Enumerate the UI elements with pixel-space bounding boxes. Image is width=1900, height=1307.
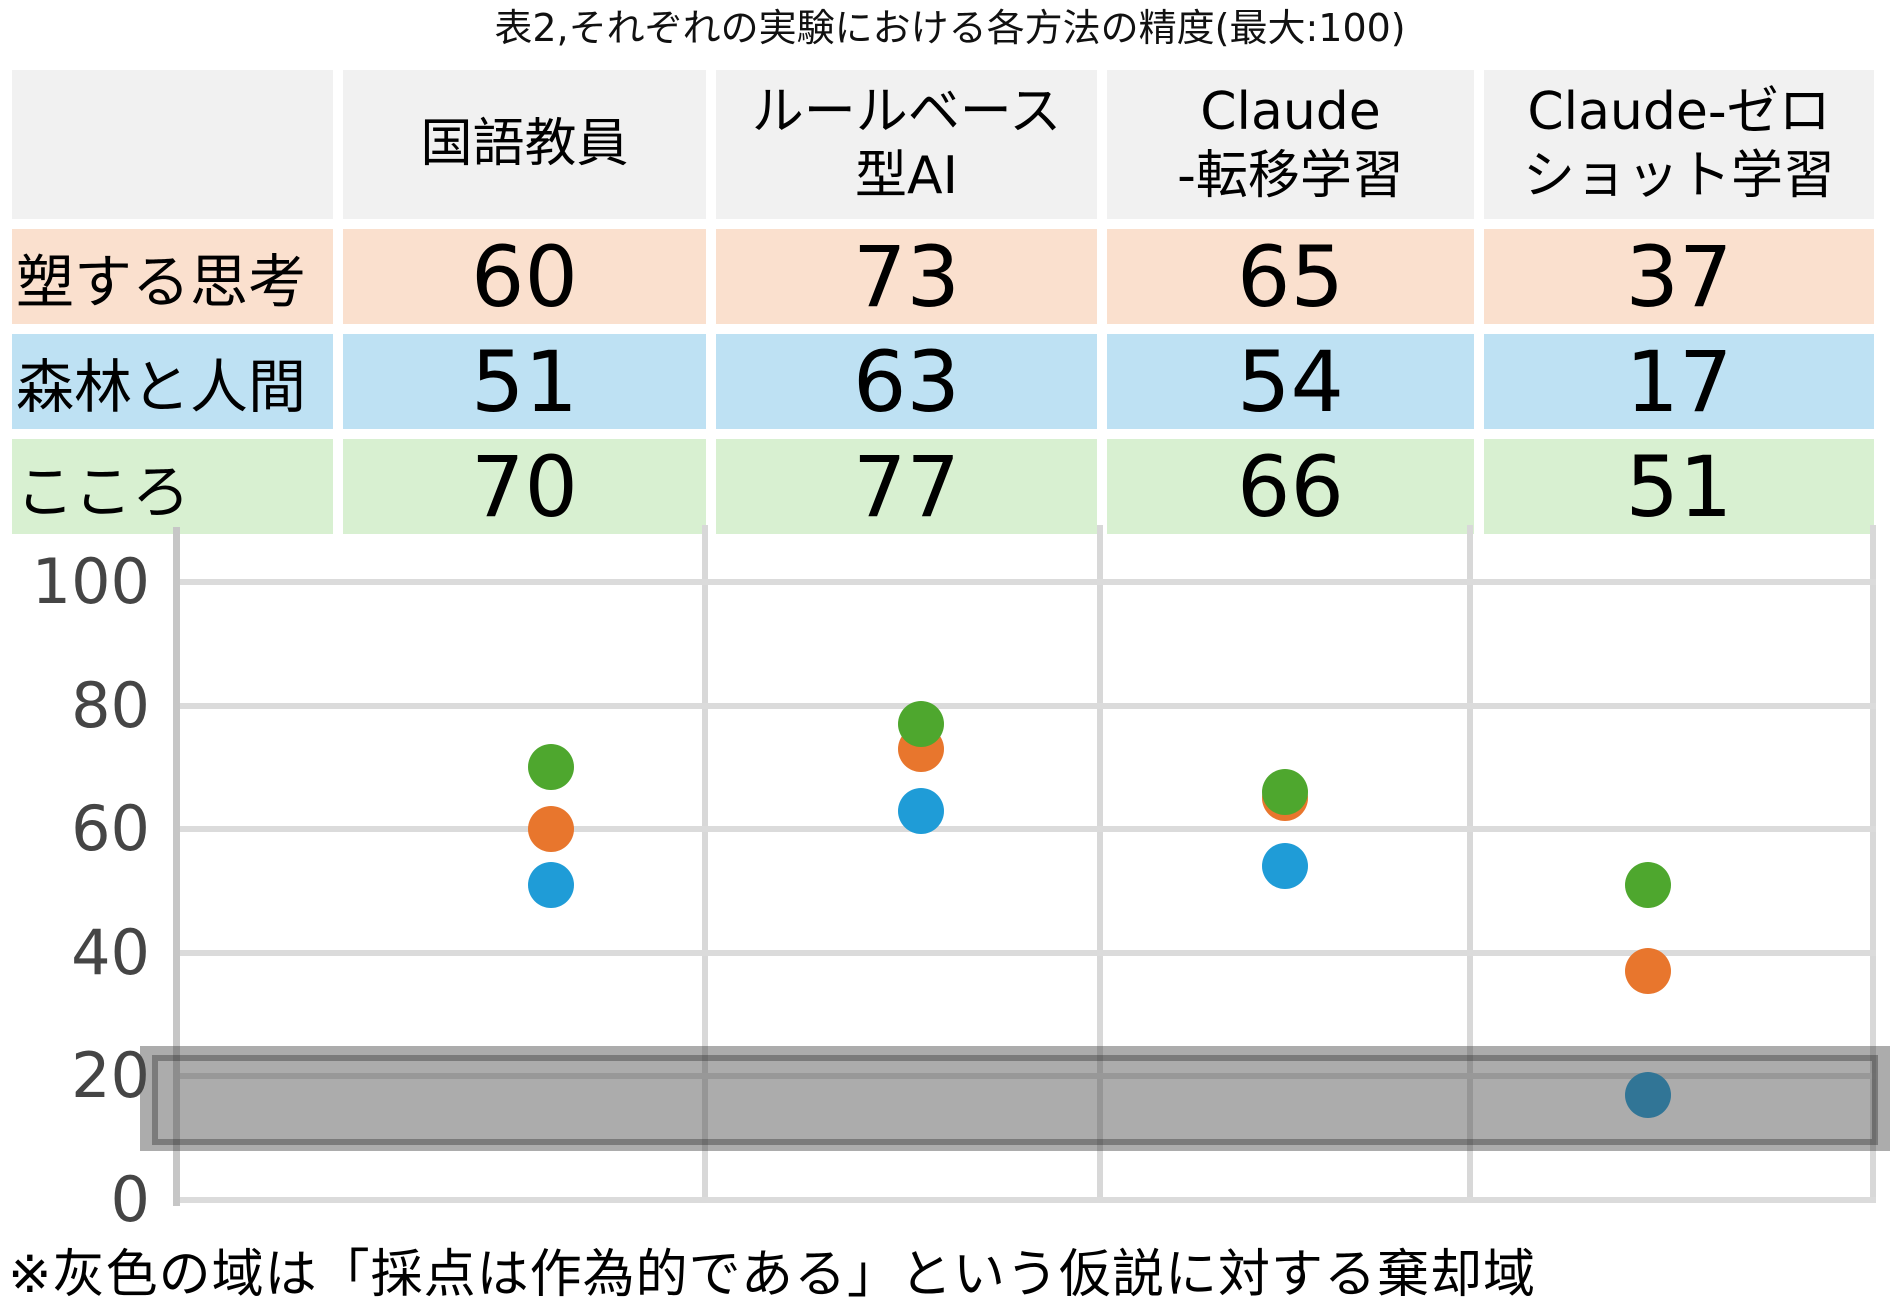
table-cell-r0c1: 73 (716, 228, 1097, 326)
table-column-header-0: 国語教員 (343, 70, 706, 219)
scatter-dot-s1-c0 (528, 861, 574, 908)
figure-title: 表2,それぞれの実験における各方法の精度(最大:100) (494, 6, 1406, 50)
table-column-header-3: Claude-ゼロ ショット学習 (1484, 70, 1874, 219)
scatter-dot-s1-c1 (898, 787, 944, 834)
v-gridline-2 (1467, 525, 1473, 1200)
scatter-dot-s1-c3 (1625, 1071, 1671, 1118)
table-column-header-2: Claude -転移学習 (1107, 70, 1474, 219)
y-tick-label-100: 100 (31, 545, 150, 618)
table-cell-r2c3: 51 (1484, 438, 1874, 536)
table-cell-r2c0: 70 (343, 438, 706, 536)
accuracy-table: 国語教員 ルールベース 型AI Claude -転移学習 Claude-ゼロ ショット… (12, 70, 1874, 536)
h-gridline-80 (176, 702, 1876, 709)
table-row-label-1: 森林と人間 (12, 334, 333, 429)
table-column-header-1: ルールベース 型AI (716, 70, 1097, 219)
scatter-dot-s1-c2 (1262, 843, 1308, 890)
scatter-dot-s2-c0 (528, 744, 574, 791)
y-axis-line (173, 527, 180, 1206)
rejection-band-inner (152, 1054, 1878, 1145)
scatter-dot-s2-c1 (898, 701, 944, 748)
table-corner-cell (12, 70, 333, 219)
table-row-label-2: こころ (12, 439, 333, 534)
table-cell-r1c0: 51 (343, 333, 706, 431)
table-cell-r1c1: 63 (716, 333, 1097, 431)
table-cell-r1c3: 17 (1484, 333, 1874, 431)
v-gridline-3 (1870, 525, 1876, 1200)
y-tick-label-60: 60 (71, 792, 150, 866)
table-row-label-0: 塑する思考 (12, 229, 333, 324)
scatter-dot-s0-c3 (1625, 948, 1671, 995)
scatter-dot-s0-c0 (528, 806, 574, 853)
v-gridline-0 (702, 525, 708, 1200)
h-gridline-40 (176, 949, 1876, 956)
h-gridline-0 (176, 1197, 1876, 1203)
h-gridline-60 (176, 826, 1876, 833)
scatter-dot-s2-c2 (1262, 769, 1308, 816)
y-tick-label-80: 80 (71, 668, 150, 742)
h-gridline-100 (176, 579, 1876, 585)
y-tick-label-40: 40 (71, 915, 150, 989)
table-cell-r2c1: 77 (716, 438, 1097, 536)
rejection-region-note: ※灰色の域は「採点は作為的である」という仮説に対する棄却域 (8, 1245, 1537, 1305)
table-cell-r0c2: 65 (1107, 228, 1474, 326)
rejection-band-outer (140, 1045, 1890, 1152)
y-tick-label-20: 20 (71, 1039, 150, 1113)
y-tick-label-0: 0 (110, 1163, 150, 1236)
table-cell-r1c2: 54 (1107, 333, 1474, 431)
h-gridline-20 (176, 1073, 1876, 1080)
scatter-dot-s2-c3 (1625, 861, 1671, 908)
table-cell-r2c2: 66 (1107, 438, 1474, 536)
table-cell-r0c0: 60 (343, 228, 706, 326)
v-gridline-1 (1097, 525, 1103, 1200)
table-cell-r0c3: 37 (1484, 228, 1874, 326)
